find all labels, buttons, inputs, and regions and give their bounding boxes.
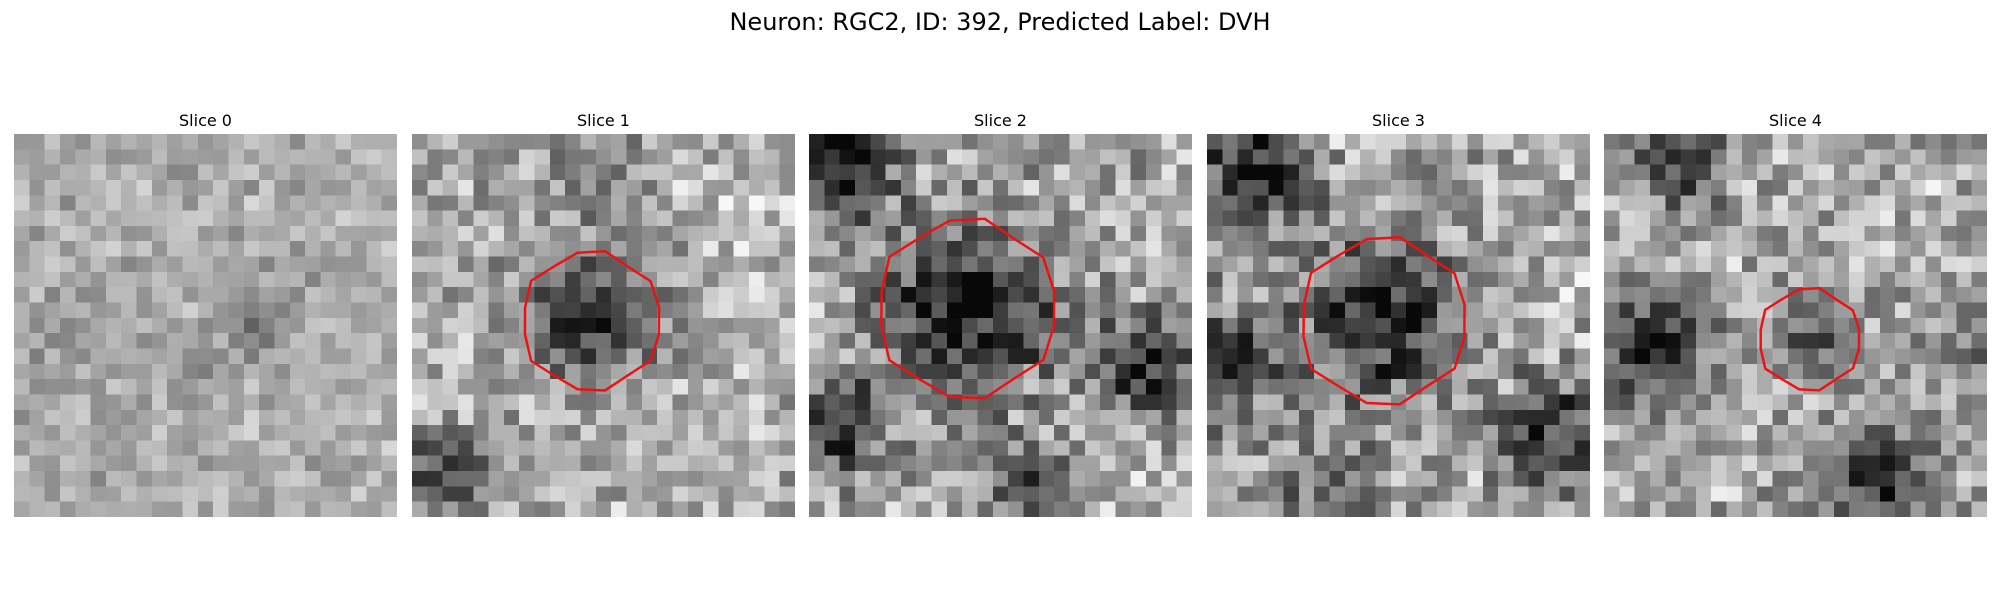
- roi-contour: [523, 249, 661, 392]
- slice-panel-2: Slice 2: [809, 108, 1192, 517]
- slice-image-1: [412, 134, 795, 517]
- slice-image-0: [14, 134, 397, 517]
- slice-image-3: [1207, 134, 1590, 517]
- slice-panel-4: Slice 4: [1604, 108, 1987, 517]
- slice-title-2: Slice 2: [974, 111, 1027, 130]
- slice-panel-1: Slice 1: [412, 108, 795, 517]
- roi-contour: [880, 217, 1056, 400]
- slice-panel-0: Slice 0: [14, 108, 397, 517]
- slice-title-3: Slice 3: [1372, 111, 1425, 130]
- slice-panel-3: Slice 3: [1207, 108, 1590, 517]
- slice-title-4: Slice 4: [1769, 111, 1822, 130]
- slice-title-1: Slice 1: [577, 111, 630, 130]
- slice-image-2: [809, 134, 1192, 517]
- slice-title-0: Slice 0: [179, 111, 232, 130]
- roi-contour: [1302, 236, 1466, 406]
- slice-image-4: [1604, 134, 1987, 517]
- roi-contour: [1759, 286, 1861, 392]
- figure-title: Neuron: RGC2, ID: 392, Predicted Label: …: [729, 8, 1271, 36]
